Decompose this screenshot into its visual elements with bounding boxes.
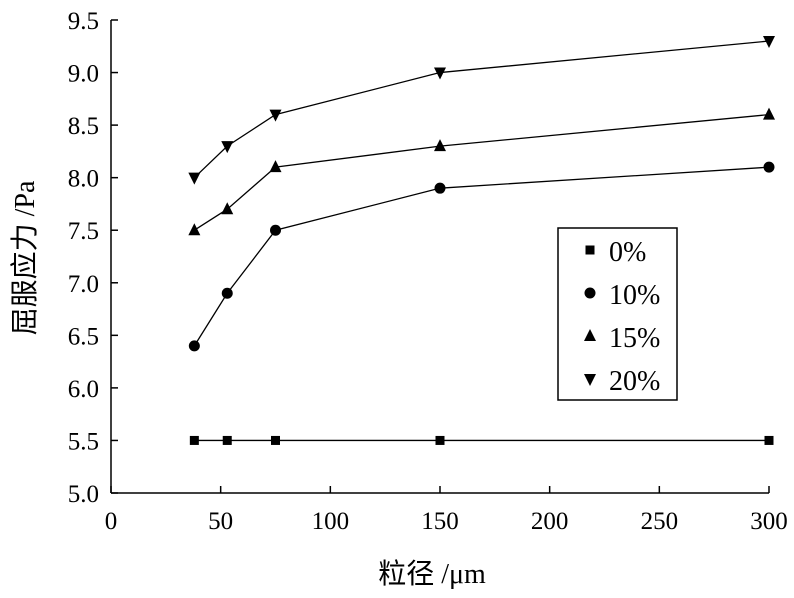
y-tick-label: 6.5 <box>68 323 99 350</box>
x-tick-label: 100 <box>312 508 350 535</box>
y-tick-label: 6.0 <box>68 376 99 403</box>
data-point-20pct <box>434 67 446 80</box>
x-tick-label: 300 <box>750 508 788 535</box>
data-point-0pct <box>764 435 774 445</box>
legend-label: 0% <box>609 237 646 268</box>
y-tick-label: 8.5 <box>68 113 99 140</box>
legend-marker <box>584 374 596 386</box>
y-tick-label: 5.5 <box>68 428 99 455</box>
data-point-20pct <box>188 172 201 185</box>
x-axis-title: 粒径 /μm <box>378 558 486 590</box>
series-line-20pct <box>193 40 770 179</box>
legend-box <box>557 227 678 401</box>
data-point-10pct <box>188 340 200 352</box>
series-line-10pct <box>193 166 770 347</box>
legend-marker <box>584 287 596 299</box>
data-point-15pct <box>188 223 201 236</box>
y-tick-label: 8.0 <box>68 166 99 193</box>
y-tick-label: 7.0 <box>68 271 99 298</box>
series-markers <box>188 36 775 445</box>
data-point-15pct <box>434 139 446 152</box>
data-point-15pct <box>269 160 282 173</box>
data-point-20pct <box>763 36 775 49</box>
legend-label: 10% <box>609 280 660 311</box>
axes: 0 50 100 150 200 250 300 5.0 5.5 6.0 6.5 7.0 7.5 8.0 8… <box>68 8 788 535</box>
y-tick-label: 9.5 <box>68 8 99 35</box>
data-point-10pct <box>434 182 446 194</box>
data-point-10pct <box>270 224 281 236</box>
y-axis-title: 屈服应力 /Pa <box>9 180 41 335</box>
y-tick-label: 7.5 <box>68 218 99 245</box>
series-lines <box>193 40 770 442</box>
legend: 0% 10% 15% 20% <box>557 227 678 401</box>
data-point-0pct <box>222 435 232 445</box>
data-point-0pct <box>435 435 445 445</box>
data-point-15pct <box>221 202 234 215</box>
data-point-10pct <box>763 161 775 173</box>
legend-marker <box>585 245 595 255</box>
x-tick-label: 250 <box>641 508 679 535</box>
legend-marker <box>584 329 596 341</box>
legend-label: 15% <box>609 323 660 354</box>
x-tick-label: 0 <box>105 508 118 535</box>
data-point-0pct <box>271 435 280 445</box>
data-point-20pct <box>269 109 282 122</box>
data-point-0pct <box>189 435 199 445</box>
legend-label: 20% <box>609 366 660 397</box>
x-tick-label: 150 <box>421 508 459 535</box>
data-point-20pct <box>221 141 234 154</box>
y-tick-label: 9.0 <box>68 61 99 88</box>
data-point-15pct <box>763 107 775 120</box>
y-tick-label: 5.0 <box>68 481 99 508</box>
data-point-10pct <box>221 287 233 299</box>
x-tick-label: 200 <box>531 508 569 535</box>
x-tick-label: 50 <box>208 508 233 535</box>
